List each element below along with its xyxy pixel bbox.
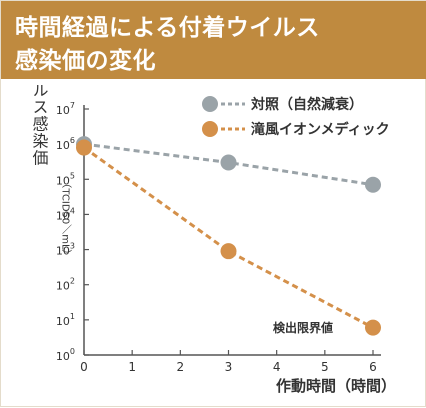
y-tick-exponent: 5 <box>70 171 75 180</box>
x-tick-label: 3 <box>225 360 233 374</box>
y-tick-exponent: 3 <box>70 242 75 251</box>
y-tick-exponent: 6 <box>70 136 75 145</box>
chart-legend: 対照（自然減衰） 滝風イオンメディック <box>202 96 390 138</box>
y-tick-label: 106 <box>56 136 75 152</box>
series-line <box>83 146 374 329</box>
y-tick-exponent: 4 <box>70 206 75 215</box>
y-tick-base: 10 <box>56 280 70 293</box>
x-tick-label: 1 <box>128 360 136 374</box>
y-tick-label: 107 <box>56 101 75 117</box>
y-tick-base: 10 <box>56 350 70 363</box>
y-tick-label: 104 <box>56 206 75 222</box>
y-axis-title: ウイルス感染価 <box>30 85 49 167</box>
y-tick-exponent: 1 <box>70 312 75 321</box>
y-tick-base: 10 <box>56 245 70 258</box>
x-tick-label: 2 <box>177 360 185 374</box>
legend-label: 滝風イオンメディック <box>251 121 390 138</box>
x-tick-label: 6 <box>369 360 377 374</box>
y-tick-base: 10 <box>56 209 70 222</box>
data-point <box>220 243 237 260</box>
chart-header: 時間経過による付着ウイルス 感染価の変化 <box>1 1 426 79</box>
chart-title-line-2: 感染価の変化 <box>15 48 156 74</box>
y-tick-exponent: 0 <box>70 347 75 356</box>
y-tick-label: 105 <box>56 171 75 187</box>
y-tick-exponent: 2 <box>70 277 75 286</box>
x-tick-label: 4 <box>273 360 281 374</box>
data-point <box>76 139 92 156</box>
y-tick-base: 10 <box>56 174 70 187</box>
x-axis-title: 作動時間（時間） <box>276 377 396 395</box>
y-tick-base: 10 <box>56 315 70 328</box>
data-point <box>365 319 381 336</box>
annotation-layer: 検出限界値 <box>273 320 333 335</box>
legend-marker <box>202 96 218 112</box>
chart-title-line-1: 時間経過による付着ウイルス <box>15 15 320 41</box>
legend-label: 対照（自然減衰） <box>250 96 363 113</box>
y-tick-base: 10 <box>56 139 70 152</box>
data-point <box>220 154 237 171</box>
series-layer <box>76 136 381 336</box>
y-tick-label: 102 <box>56 277 75 293</box>
y-tick-label: 100 <box>56 347 75 363</box>
y-axis-unit: （TCID50／mL） <box>60 178 72 259</box>
y-tick-label: 103 <box>56 242 75 258</box>
y-tick-base: 10 <box>56 104 70 117</box>
x-tick-label: 0 <box>80 360 88 374</box>
legend-marker <box>202 121 218 137</box>
y-tick-label: 101 <box>56 312 75 328</box>
detection-limit-label: 検出限界値 <box>273 320 333 335</box>
y-tick-exponent: 7 <box>70 101 75 110</box>
y-axis-title-group: ウイルス感染価 （TCID50／mL） <box>30 85 72 260</box>
data-point <box>365 176 381 193</box>
x-tick-label: 5 <box>321 360 329 374</box>
